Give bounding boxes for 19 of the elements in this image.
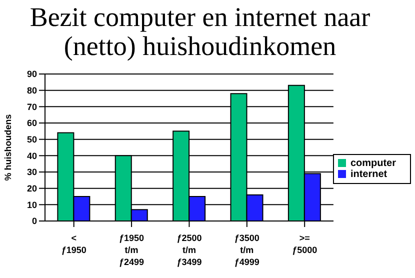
chart-title: Bezit computer en internet naar (netto) huishoudinkomen bbox=[28, 2, 372, 61]
y-tick-label: 20 bbox=[26, 184, 37, 194]
y-axis-title: % huishoudens bbox=[3, 114, 14, 181]
y-tick-label: 90 bbox=[26, 69, 37, 80]
y-tick-label: 10 bbox=[26, 200, 37, 210]
y-tick-label: 0 bbox=[32, 216, 37, 226]
y-tick-label: 40 bbox=[26, 150, 37, 161]
y-tick-label: 80 bbox=[26, 86, 37, 96]
y-tick-label: 60 bbox=[26, 118, 37, 128]
x-tick-label: ƒ1950 t/m ƒ2499 bbox=[119, 233, 144, 267]
x-tick-label: >= ƒ5000 bbox=[292, 233, 318, 255]
x-tick-label: < ƒ1950 bbox=[61, 233, 86, 255]
y-tick-label: 70 bbox=[26, 102, 37, 112]
y-tick-label: 50 bbox=[26, 134, 37, 145]
x-tick-label: ƒ3500 t/m ƒ4999 bbox=[234, 233, 260, 267]
y-tick-label: 30 bbox=[26, 167, 37, 178]
legend-label: internet bbox=[350, 169, 388, 180]
x-tick-label: ƒ2500 t/m ƒ3499 bbox=[176, 233, 202, 267]
legend-label: computer bbox=[350, 158, 396, 169]
